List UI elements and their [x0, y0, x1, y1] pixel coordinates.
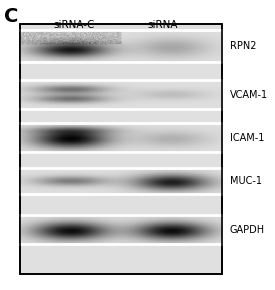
Text: ICAM-1: ICAM-1	[230, 133, 264, 143]
Bar	[20, 168, 222, 194]
Bar	[20, 124, 222, 152]
Bar	[20, 215, 222, 244]
Text: RPN2: RPN2	[230, 41, 256, 51]
Bar	[20, 30, 222, 62]
Text: siRNA-C: siRNA-C	[53, 20, 95, 30]
Text: GAPDH: GAPDH	[230, 225, 265, 235]
Text: VCAM-1: VCAM-1	[230, 90, 268, 100]
Text: C: C	[4, 7, 18, 26]
Bar	[20, 80, 222, 109]
Bar	[20, 24, 222, 274]
Bar	[20, 24, 222, 274]
Text: MUC-1: MUC-1	[230, 176, 262, 186]
Text: siRNA
-RPN2: siRNA -RPN2	[147, 20, 178, 42]
